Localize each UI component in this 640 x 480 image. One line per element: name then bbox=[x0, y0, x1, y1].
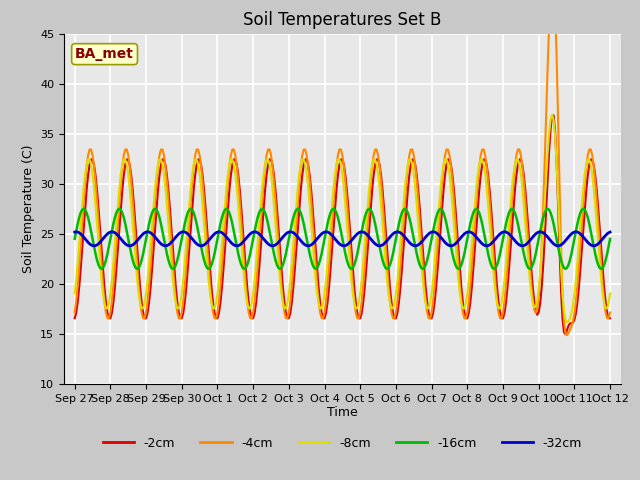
X-axis label: Time: Time bbox=[327, 407, 358, 420]
Text: BA_met: BA_met bbox=[75, 47, 134, 61]
Y-axis label: Soil Temperature (C): Soil Temperature (C) bbox=[22, 144, 35, 273]
Legend: -2cm, -4cm, -8cm, -16cm, -32cm: -2cm, -4cm, -8cm, -16cm, -32cm bbox=[97, 432, 588, 455]
Title: Soil Temperatures Set B: Soil Temperatures Set B bbox=[243, 11, 442, 29]
